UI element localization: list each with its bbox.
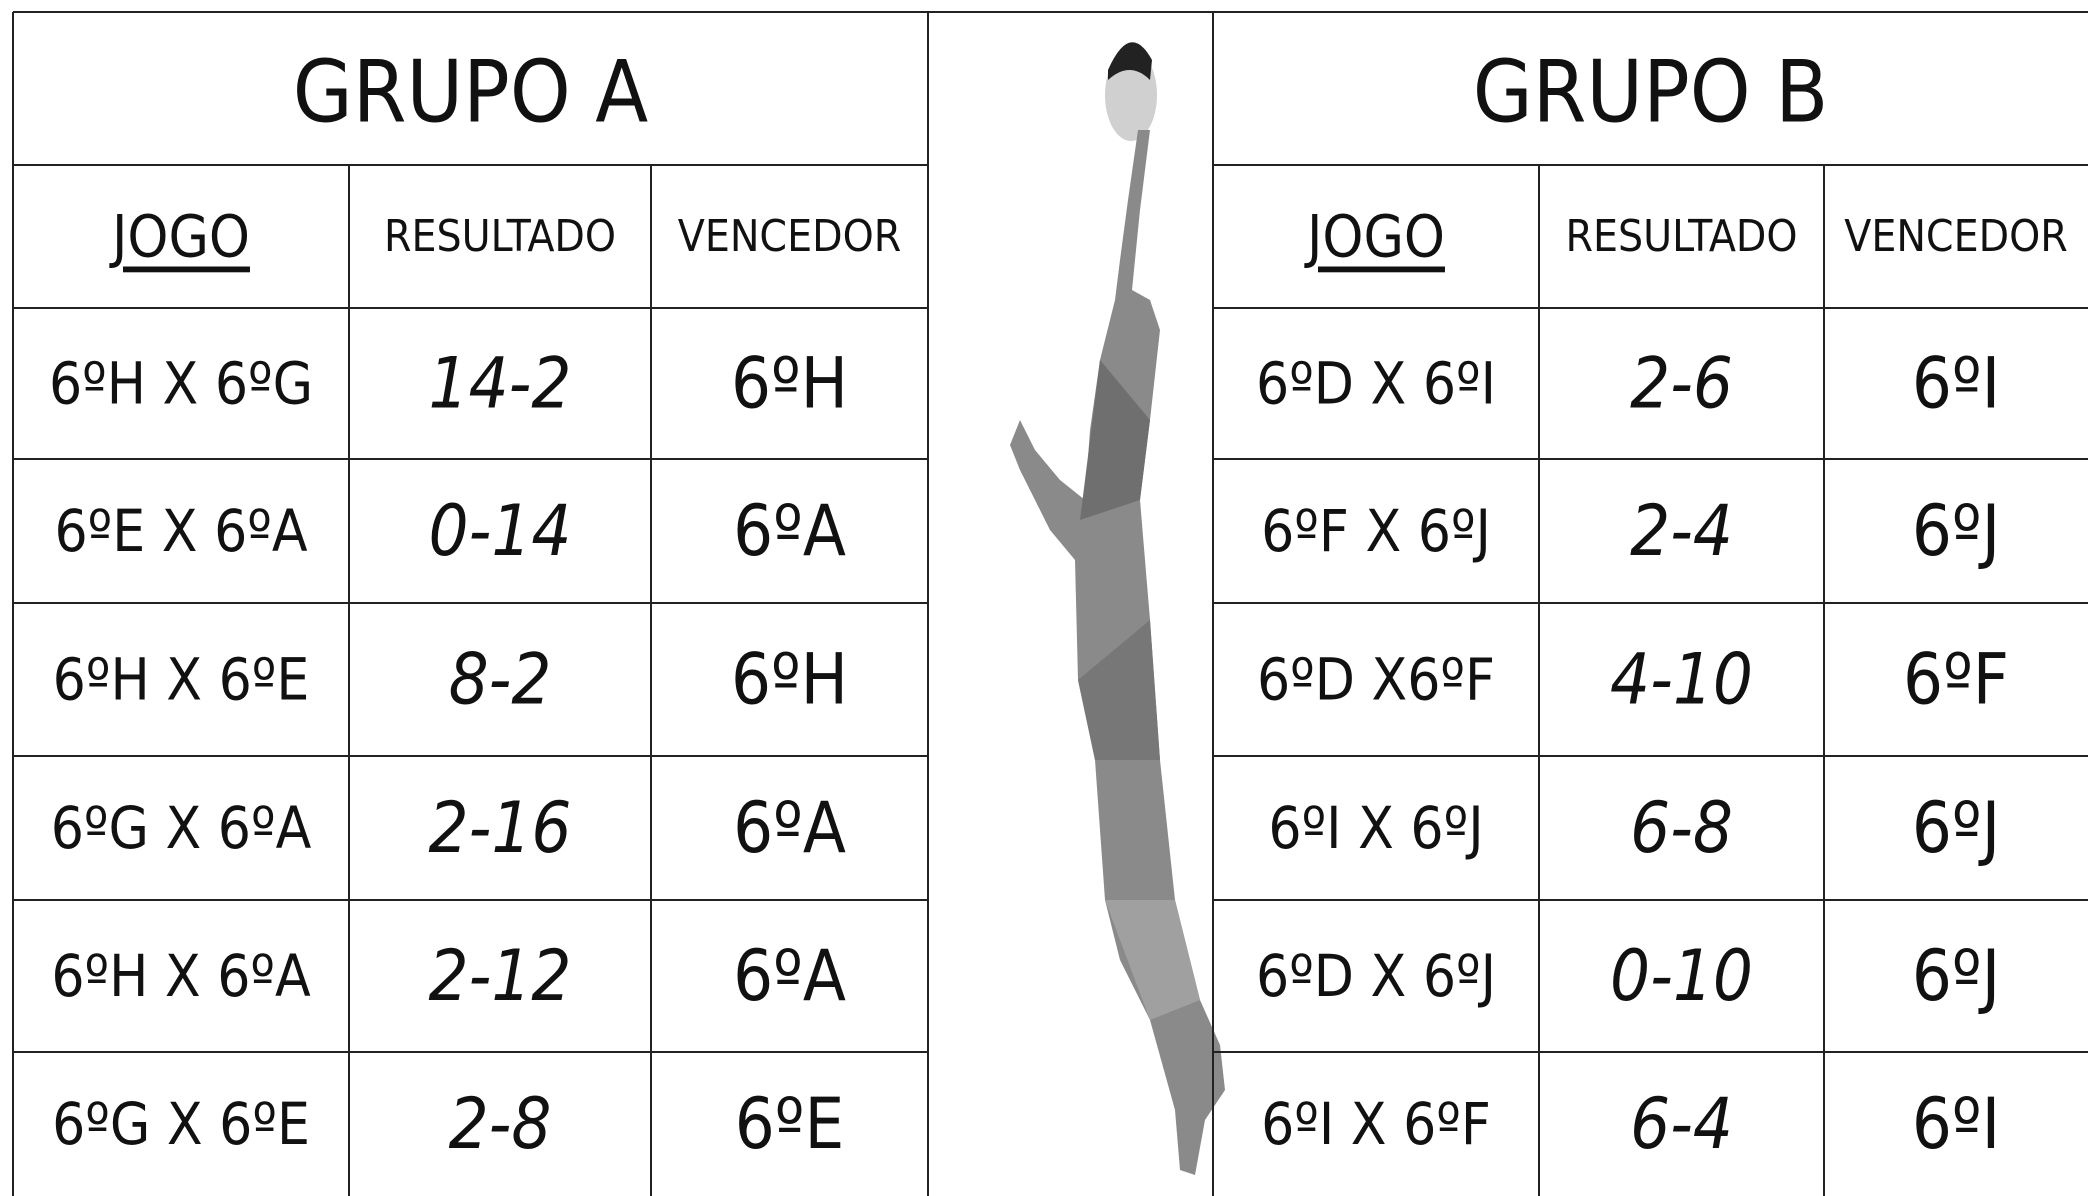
game: 6ºE X 6ºA	[54, 497, 307, 565]
winner: 6ºA	[733, 935, 846, 1017]
result: 2-4	[1630, 490, 1733, 572]
winner: 6ºI	[1912, 1083, 2000, 1165]
winner: 6ºA	[733, 787, 846, 869]
winner: 6ºE	[735, 1083, 845, 1165]
winner: 6ºH	[731, 343, 848, 425]
winner: 6ºJ	[1912, 490, 2000, 572]
result: 2-16	[429, 787, 572, 869]
column-header: RESULTADO	[384, 211, 616, 262]
column-header: VENCEDOR	[1844, 211, 2067, 262]
group-title: GRUPO A	[293, 43, 648, 143]
game: 6ºI X 6ºJ	[1268, 794, 1483, 862]
column-header: RESULTADO	[1565, 211, 1797, 262]
winner: 6ºJ	[1912, 935, 2000, 1017]
result: 8-2	[449, 639, 552, 721]
result: 6-4	[1630, 1083, 1733, 1165]
game: 6ºD X 6ºJ	[1256, 942, 1496, 1010]
column-header: JOGO	[1304, 203, 1445, 271]
game: 6ºH X 6ºG	[49, 350, 313, 418]
game: 6ºD X6ºF	[1257, 646, 1495, 714]
result: 2-8	[449, 1083, 552, 1165]
winner: 6ºF	[1903, 639, 2009, 721]
column-header: JOGO	[109, 203, 250, 271]
result: 0-10	[1610, 935, 1753, 1017]
player-silhouette	[1010, 42, 1225, 1175]
column-header: VENCEDOR	[678, 211, 901, 262]
result: 14-2	[429, 343, 572, 425]
game: 6ºG X 6ºA	[51, 794, 312, 862]
game: 6ºH X 6ºE	[53, 646, 310, 714]
result: 4-10	[1610, 639, 1753, 721]
game: 6ºH X 6ºA	[51, 942, 311, 1010]
result: 0-14	[429, 490, 572, 572]
game: 6ºG X 6ºE	[52, 1090, 310, 1158]
winner: 6ºI	[1912, 343, 2000, 425]
winner: 6ºA	[733, 490, 846, 572]
group-title: GRUPO B	[1473, 43, 1829, 143]
game: 6ºF X 6ºJ	[1261, 497, 1491, 565]
result: 2-12	[429, 935, 572, 1017]
result: 6-8	[1630, 787, 1733, 869]
winner: 6ºJ	[1912, 787, 2000, 869]
game: 6ºD X 6ºI	[1256, 350, 1496, 418]
winner: 6ºH	[731, 639, 848, 721]
result: 2-6	[1630, 343, 1733, 425]
game: 6ºI X 6ºF	[1261, 1090, 1491, 1158]
